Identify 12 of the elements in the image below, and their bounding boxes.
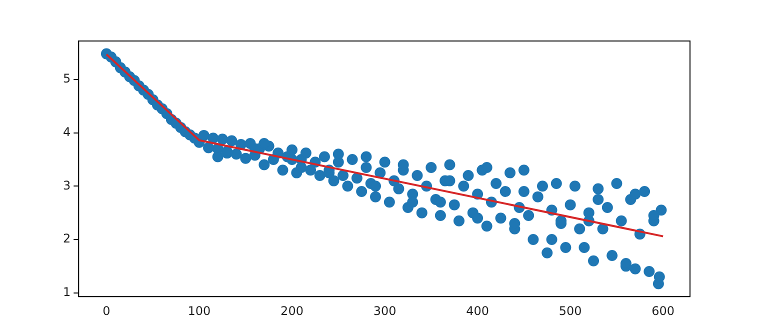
- x-tick-label: 500: [558, 304, 582, 318]
- x-tick-label: 100: [188, 304, 211, 318]
- x-tick-label: 200: [280, 304, 304, 318]
- x-tick-label: 600: [652, 304, 675, 318]
- x-tick-label: 0: [102, 304, 110, 318]
- y-tick-label: 5: [62, 72, 71, 86]
- y-tick-label: 3: [62, 178, 71, 192]
- y-tick-label: 2: [62, 232, 71, 246]
- x-tick-label: 400: [466, 304, 490, 318]
- y-tick-label: 4: [62, 124, 71, 139]
- x-tick-label: 300: [373, 304, 396, 318]
- y-tick-label: 1: [62, 284, 71, 299]
